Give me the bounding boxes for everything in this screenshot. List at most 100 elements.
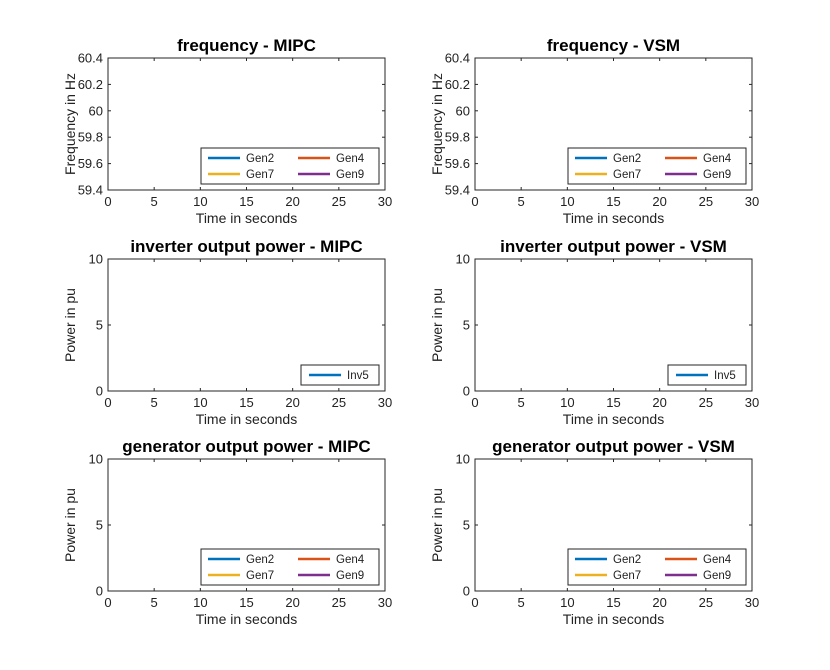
x-tick-label: 25 <box>332 194 346 209</box>
legend-box <box>200 147 380 185</box>
legend-label-gen2: Gen2 <box>246 554 274 566</box>
y-tick-label: 59.4 <box>445 183 470 198</box>
legend: Inv5 <box>667 364 747 386</box>
y-tick-label: 5 <box>96 318 103 333</box>
x-tick-label: 20 <box>285 194 299 209</box>
x-tick-label: 10 <box>560 194 574 209</box>
chart-inv-mipc: 0 5 10 15 20 25 30 0 5 10 inverter output power - … <box>62 237 392 427</box>
y-tick-label: 0 <box>463 384 470 399</box>
chart-title: inverter output power - VSM <box>500 237 727 256</box>
x-axis-label: Time in seconds <box>196 210 297 226</box>
x-tick-label: 10 <box>193 395 207 410</box>
y-tick-label: 10 <box>456 452 470 467</box>
legend: Inv5 <box>300 364 380 386</box>
y-axis-label: Power in pu <box>429 488 445 562</box>
x-tick-label: 30 <box>745 395 759 410</box>
x-tick-label: 0 <box>104 194 111 209</box>
legend-label-gen4: Gen4 <box>336 554 365 566</box>
legend-label-gen7: Gen7 <box>613 570 641 582</box>
x-axis-label: Time in seconds <box>196 411 297 427</box>
x-tick-label: 15 <box>239 194 253 209</box>
chart-gen-mipc: 0 5 10 15 20 25 30 0 5 10 generator output power -… <box>62 437 392 627</box>
x-tick-label: 0 <box>104 395 111 410</box>
y-tick-label: 10 <box>89 252 103 267</box>
y-tick-label: 10 <box>456 252 470 267</box>
x-tick-label: 5 <box>518 395 525 410</box>
y-tick-label: 60.2 <box>445 77 470 92</box>
y-axis-label: Power in pu <box>62 488 78 562</box>
legend-label-gen9: Gen9 <box>703 570 731 582</box>
legend-label-gen4: Gen4 <box>703 554 732 566</box>
legend-label-inv5: Inv5 <box>347 370 369 382</box>
legend-label-gen9: Gen9 <box>336 169 364 181</box>
x-tick-label: 0 <box>471 194 478 209</box>
chart-title: generator output power - MIPC <box>122 437 370 456</box>
x-axis-label: Time in seconds <box>563 611 664 627</box>
x-tick-label: 30 <box>378 194 392 209</box>
x-tick-label: 15 <box>606 595 620 610</box>
x-tick-label: 0 <box>471 595 478 610</box>
x-tick-label: 25 <box>699 595 713 610</box>
x-tick-label: 5 <box>151 194 158 209</box>
y-tick-label: 0 <box>96 584 103 599</box>
x-tick-label: 10 <box>193 595 207 610</box>
y-tick-label: 5 <box>463 518 470 533</box>
y-tick-label: 60.4 <box>445 51 470 66</box>
legend-label-gen7: Gen7 <box>613 169 641 181</box>
legend-label-gen9: Gen9 <box>703 169 731 181</box>
legend-label-gen4: Gen4 <box>703 153 732 165</box>
x-axis-label: Time in seconds <box>196 611 297 627</box>
y-tick-label: 59.6 <box>78 156 103 171</box>
chart-inv-vsm: 0 5 10 15 20 25 30 0 5 10 inverter output power - … <box>429 237 759 427</box>
legend-label-gen2: Gen2 <box>246 153 274 165</box>
y-tick-label: 59.8 <box>78 130 103 145</box>
y-axis-label: Power in pu <box>429 288 445 362</box>
legend-box <box>567 147 747 185</box>
y-tick-label: 59.4 <box>78 183 103 198</box>
legend-box <box>200 548 380 586</box>
chart-freq-vsm: 0 5 10 15 20 25 30 59.4 59.6 59.8 60 60.2 60.4 freque… <box>429 36 759 226</box>
y-axis-label: Frequency in Hz <box>429 73 445 175</box>
legend-label-gen2: Gen2 <box>613 153 641 165</box>
y-tick-label: 10 <box>89 452 103 467</box>
x-tick-label: 20 <box>285 395 299 410</box>
x-tick-label: 10 <box>560 395 574 410</box>
x-tick-label: 30 <box>745 194 759 209</box>
x-tick-label: 15 <box>606 194 620 209</box>
x-tick-label: 5 <box>518 595 525 610</box>
x-tick-label: 30 <box>378 395 392 410</box>
x-tick-label: 5 <box>151 395 158 410</box>
x-tick-label: 5 <box>518 194 525 209</box>
x-tick-label: 15 <box>239 395 253 410</box>
x-tick-label: 0 <box>104 595 111 610</box>
y-tick-label: 60.2 <box>78 77 103 92</box>
chart-title: frequency - MIPC <box>177 36 316 55</box>
y-tick-label: 60 <box>89 103 103 118</box>
x-tick-label: 5 <box>151 595 158 610</box>
x-tick-label: 20 <box>285 595 299 610</box>
legend-box <box>567 548 747 586</box>
x-tick-label: 25 <box>332 595 346 610</box>
legend: Gen2 Gen4 Gen7 Gen9 <box>567 147 747 185</box>
chart-title: inverter output power - MIPC <box>130 237 362 256</box>
y-tick-label: 59.8 <box>445 130 470 145</box>
x-tick-label: 30 <box>378 595 392 610</box>
legend-label-gen2: Gen2 <box>613 554 641 566</box>
y-tick-label: 0 <box>96 384 103 399</box>
y-tick-label: 59.6 <box>445 156 470 171</box>
chart-freq-mipc: 0 5 10 15 20 25 30 59.4 59.6 59.8 60 60.2 60.4 freque… <box>62 36 392 226</box>
x-tick-label: 25 <box>699 395 713 410</box>
x-tick-label: 10 <box>193 194 207 209</box>
legend-label-inv5: Inv5 <box>714 370 736 382</box>
chart-title: frequency - VSM <box>547 36 680 55</box>
x-tick-label: 25 <box>699 194 713 209</box>
legend-label-gen7: Gen7 <box>246 169 274 181</box>
x-axis-label: Time in seconds <box>563 210 664 226</box>
y-tick-label: 60 <box>456 103 470 118</box>
chart-title: generator output power - VSM <box>492 437 735 456</box>
x-tick-label: 20 <box>652 395 666 410</box>
x-tick-label: 30 <box>745 595 759 610</box>
x-tick-label: 10 <box>560 595 574 610</box>
y-tick-label: 5 <box>96 518 103 533</box>
